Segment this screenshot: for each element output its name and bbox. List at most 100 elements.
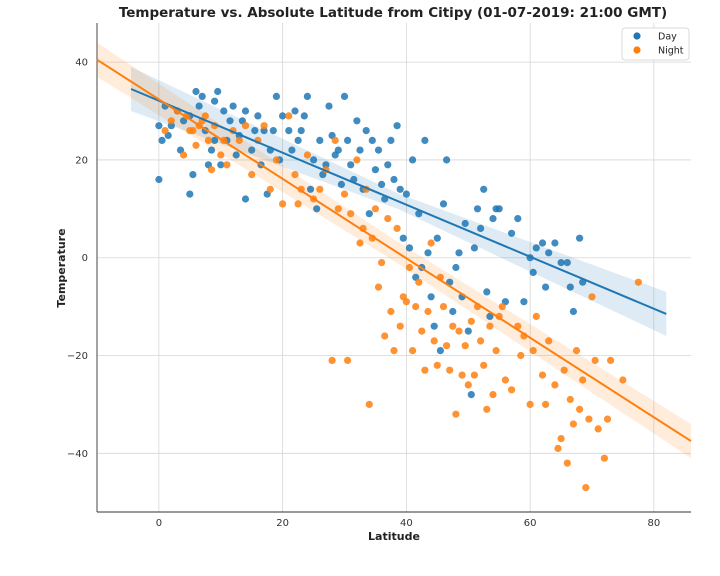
data-point-night (353, 156, 361, 164)
data-point-night (279, 200, 287, 208)
data-point-day (405, 244, 414, 252)
data-point-night (489, 391, 497, 399)
data-point-night (189, 127, 197, 135)
data-point-night (579, 376, 587, 384)
y-tick-label: 0 (82, 253, 88, 264)
data-point-day (241, 107, 250, 115)
data-point-night (501, 376, 509, 384)
data-point-night (374, 283, 383, 291)
legend-label-night: Night (658, 46, 684, 57)
data-point-day (436, 347, 444, 355)
data-point-day (300, 112, 308, 120)
data-point-day (294, 136, 302, 144)
data-point-day (467, 391, 475, 399)
data-point-night (619, 376, 627, 384)
data-point-day (520, 298, 528, 306)
x-tick-label: 40 (400, 518, 413, 529)
data-point-night (356, 239, 364, 247)
data-point-night (576, 405, 584, 413)
data-point-day (316, 136, 324, 144)
data-point-day (279, 112, 287, 120)
data-point-day (483, 288, 491, 296)
data-point-day (427, 293, 435, 301)
x-tick-label: 80 (648, 518, 661, 529)
legend-marker-day (633, 32, 641, 40)
data-point-day (285, 127, 293, 135)
data-point-day (217, 161, 225, 169)
data-point-night (446, 366, 454, 374)
data-point-night (508, 386, 516, 394)
data-point-night (560, 366, 568, 374)
data-point-night (464, 381, 472, 389)
data-point-day (214, 87, 222, 96)
data-point-night (452, 410, 460, 418)
data-point-day (368, 136, 376, 144)
data-point-day (155, 175, 163, 184)
data-point-day (402, 190, 410, 198)
data-point-night (418, 327, 426, 335)
data-point-night (545, 337, 553, 345)
data-point-night (378, 259, 386, 267)
data-point-day (229, 102, 237, 110)
data-point-night (180, 151, 188, 159)
data-point-day (207, 146, 216, 154)
data-point-day (477, 224, 485, 232)
y-tick-label: 40 (75, 58, 88, 69)
data-point-day (480, 185, 488, 193)
data-point-day (566, 283, 574, 291)
data-point-day (248, 146, 256, 154)
data-point-day (371, 166, 379, 174)
data-point-day (325, 102, 333, 110)
data-point-night (421, 366, 429, 374)
data-point-night (557, 435, 565, 443)
data-point-night (291, 171, 299, 179)
y-tick-label: −20 (67, 351, 88, 362)
data-point-day (344, 136, 352, 144)
data-point-day (306, 185, 315, 193)
y-tick-label: −40 (67, 449, 88, 460)
data-point-day (439, 200, 448, 208)
x-tick-label: 0 (156, 518, 162, 529)
data-point-night (483, 405, 491, 413)
data-point-night (223, 161, 231, 169)
data-point-night (328, 356, 336, 364)
data-point-night (331, 136, 339, 144)
data-point-day (532, 244, 540, 252)
data-point-night (566, 395, 574, 404)
data-point-day (563, 259, 571, 267)
data-point-day (508, 229, 516, 237)
data-point-night (517, 351, 525, 360)
data-point-day (529, 268, 537, 276)
data-point-night (396, 322, 404, 330)
data-point-day (269, 127, 277, 135)
data-point-night (477, 337, 485, 345)
data-point-night (241, 122, 250, 130)
data-point-day (334, 146, 342, 154)
data-point-day (195, 102, 203, 110)
data-point-night (365, 400, 373, 408)
data-point-night (204, 136, 212, 144)
data-point-night (387, 307, 395, 316)
data-point-night (201, 112, 209, 120)
legend-label-day: Day (658, 32, 677, 43)
data-point-day (396, 185, 404, 193)
data-point-night (498, 303, 506, 311)
data-point-night (526, 400, 534, 408)
data-point-day (353, 117, 361, 125)
data-point-day (542, 283, 550, 291)
data-point-day (251, 127, 259, 135)
data-point-day (189, 171, 197, 179)
data-point-day (551, 239, 559, 247)
data-point-night (303, 151, 311, 159)
data-point-night (443, 342, 451, 350)
data-point-night (542, 400, 550, 408)
y-axis-title: Temperature (55, 228, 68, 307)
data-point-night (334, 205, 342, 213)
data-point-day (545, 249, 553, 257)
data-point-night (344, 356, 352, 364)
data-point-day (443, 156, 451, 164)
data-point-night (600, 454, 609, 462)
data-point-day (421, 136, 429, 144)
data-point-night (248, 171, 256, 179)
data-point-night (192, 141, 200, 149)
